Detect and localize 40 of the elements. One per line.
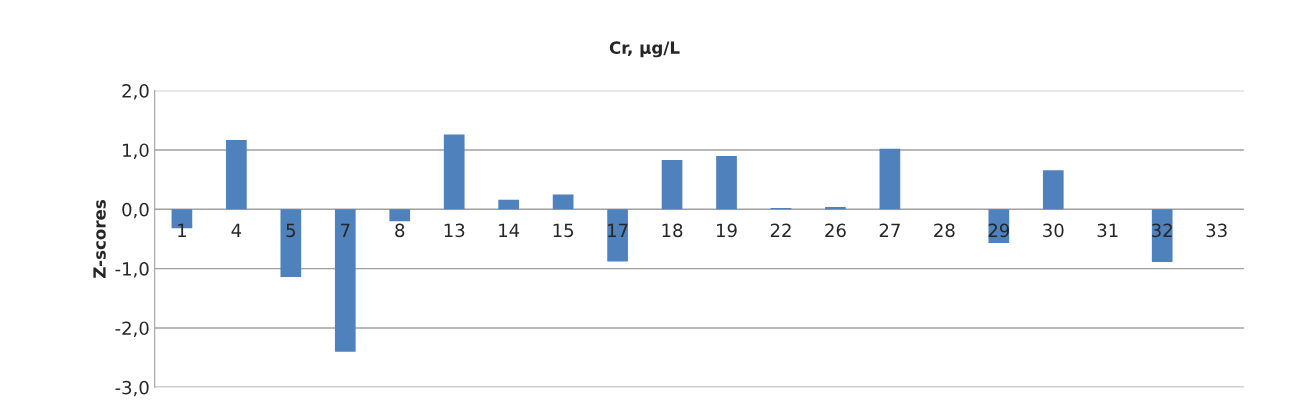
bar [389,209,411,222]
x-tick-label: 26 [825,223,846,238]
bar [661,160,683,210]
bar [443,134,465,210]
x-tick-label: 30 [1043,223,1064,238]
bar [334,209,356,352]
x-tick-label: 8 [395,223,405,238]
x-tick-label: 27 [879,223,900,237]
x-tick-label: 4 [231,223,242,237]
x-tick-label: 15 [553,223,574,238]
bar [552,194,574,210]
y-tick-label: -2,0 [115,321,149,337]
chart-title: Cr, µg/L [609,41,680,58]
y-tick-label: 1,0 [123,143,149,159]
x-tick-label: 22 [770,223,791,237]
y-tick-label: -1,0 [115,262,149,278]
x-tick-label: 13 [444,223,465,238]
x-tick-label: 19 [717,223,737,238]
y-tick-label: -3,0 [115,380,149,397]
x-tick-label: 7 [341,223,350,237]
x-tick-label: 31 [1097,223,1118,238]
x-tick-label: 18 [662,223,683,238]
x-tick-label: 33 [1206,223,1227,238]
x-tick-label: 14 [499,223,520,237]
x-tick-label: 17 [608,223,628,237]
y-tick-label: 2,0 [122,84,149,100]
bar [1042,170,1064,210]
y-axis-title: Z-scores [93,200,106,278]
y-tick-label: 0,0 [122,202,149,219]
x-tick-label: 29 [988,223,1010,238]
bar [1151,209,1173,263]
bar [716,155,737,210]
bar [226,139,247,210]
bar [498,199,520,210]
bar [280,209,302,277]
bar [607,209,628,262]
x-tick-label: 5 [286,223,295,238]
x-tick-label: 28 [934,223,955,238]
bar [879,148,901,210]
x-tick-label: 32 [1152,223,1172,238]
